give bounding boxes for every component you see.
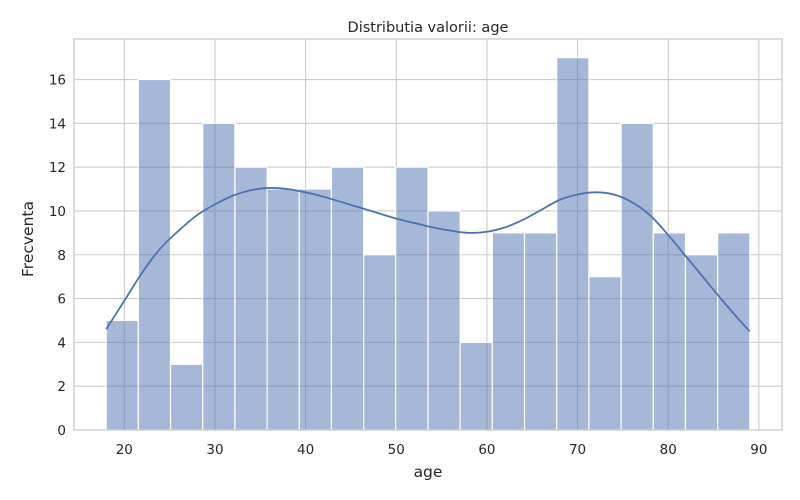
histogram-bar-3: [202, 122, 236, 431]
y-tick-label-7: 14: [49, 116, 66, 132]
histogram-bar-13: [523, 232, 558, 431]
x-axis-label: age: [414, 463, 443, 481]
y-tick-label-0: 0: [57, 423, 66, 439]
x-tick-label-1: 30: [206, 442, 223, 458]
histogram-bar-6: [298, 188, 333, 431]
histogram-bar-17: [652, 232, 687, 431]
histogram-bars: [105, 57, 751, 431]
histogram-bar-18: [684, 254, 719, 431]
histogram-bar-19: [717, 232, 751, 431]
histogram-bar-5: [266, 188, 300, 431]
x-tick-label-7: 90: [750, 442, 767, 458]
x-tick-label-5: 70: [569, 442, 586, 458]
y-axis-label: Frecventa: [19, 201, 37, 277]
y-tick-label-5: 10: [49, 204, 66, 220]
plot-frame: [73, 38, 783, 431]
kde-curve: [105, 187, 751, 333]
histogram-bar-2: [169, 363, 204, 431]
y-tick-label-2: 4: [57, 335, 66, 351]
histogram-bar-14: [556, 57, 590, 431]
x-tick-label-0: 20: [116, 442, 133, 458]
y-tick-label-1: 2: [57, 379, 66, 395]
y-tick-label-4: 8: [57, 248, 66, 264]
histogram-bar-9: [395, 166, 429, 431]
histogram-bar-15: [588, 276, 622, 431]
x-tick-label-2: 40: [297, 442, 314, 458]
x-tick-labels: 20 30 40 50 60 70 80 90: [116, 442, 768, 458]
histogram-bar-16: [620, 122, 654, 431]
histogram-bar-12: [491, 232, 526, 431]
y-tick-labels: 0 2 4 6 8 10 12 14 16: [49, 73, 66, 439]
histogram-bar-8: [363, 254, 397, 431]
chart-title: Distributia valorii: age: [348, 20, 509, 36]
y-tick-label-3: 6: [57, 292, 66, 308]
x-tick-label-6: 80: [660, 442, 677, 458]
y-tick-label-8: 16: [49, 73, 66, 89]
y-tick-label-6: 12: [49, 160, 66, 176]
histogram-bar-11: [459, 341, 493, 431]
histogram-bar-4: [234, 166, 268, 431]
x-tick-label-4: 60: [478, 442, 495, 458]
histogram-bar-10: [427, 210, 461, 431]
x-tick-label-3: 50: [388, 442, 405, 458]
histogram-bar-0: [105, 319, 139, 431]
